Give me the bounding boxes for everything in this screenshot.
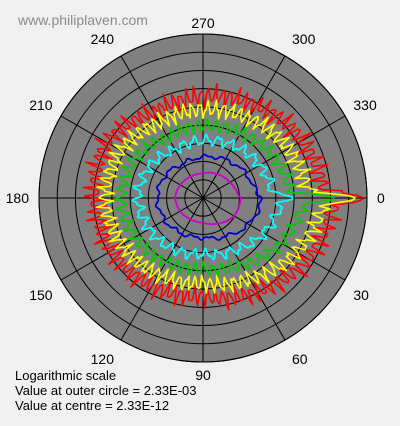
grid-spoke: [202, 197, 346, 281]
series-line: [154, 153, 263, 241]
angle-tick-label: 210: [29, 97, 53, 113]
grid-spoke: [60, 115, 204, 199]
angle-tick-label: 300: [292, 31, 316, 47]
outer-circle-value: Value at outer circle = 2.33E-03: [15, 383, 197, 398]
watermark-text: www.philiplaven.com: [17, 12, 148, 28]
series-line: [131, 133, 294, 261]
polar-plot-area: 0 30 60 90 120 150 180 210 240 270 300 330: [6, 15, 385, 383]
angle-tick-label: 330: [353, 97, 377, 113]
angle-tick-label: 0: [377, 190, 385, 206]
angle-tick-label: 30: [353, 287, 369, 303]
grid-spoke: [120, 197, 204, 341]
angle-tick-label: 150: [29, 287, 53, 303]
series-line: [95, 99, 356, 294]
series-line: [82, 83, 365, 311]
angle-tick-label: 90: [195, 367, 211, 383]
angle-tick-label: 270: [191, 15, 215, 31]
series-line: [113, 117, 335, 278]
angle-tick-label: 120: [91, 351, 115, 367]
grid-spoke: [202, 197, 286, 341]
angle-tick-label: 180: [6, 190, 30, 206]
angle-tick-label: 240: [91, 31, 115, 47]
centre-value: Value at centre = 2.33E-12: [15, 398, 170, 413]
angle-tick-label: 60: [292, 351, 308, 367]
series-line: [174, 171, 242, 226]
scale-label: Logarithmic scale: [15, 368, 117, 383]
grid-spoke: [202, 115, 346, 199]
